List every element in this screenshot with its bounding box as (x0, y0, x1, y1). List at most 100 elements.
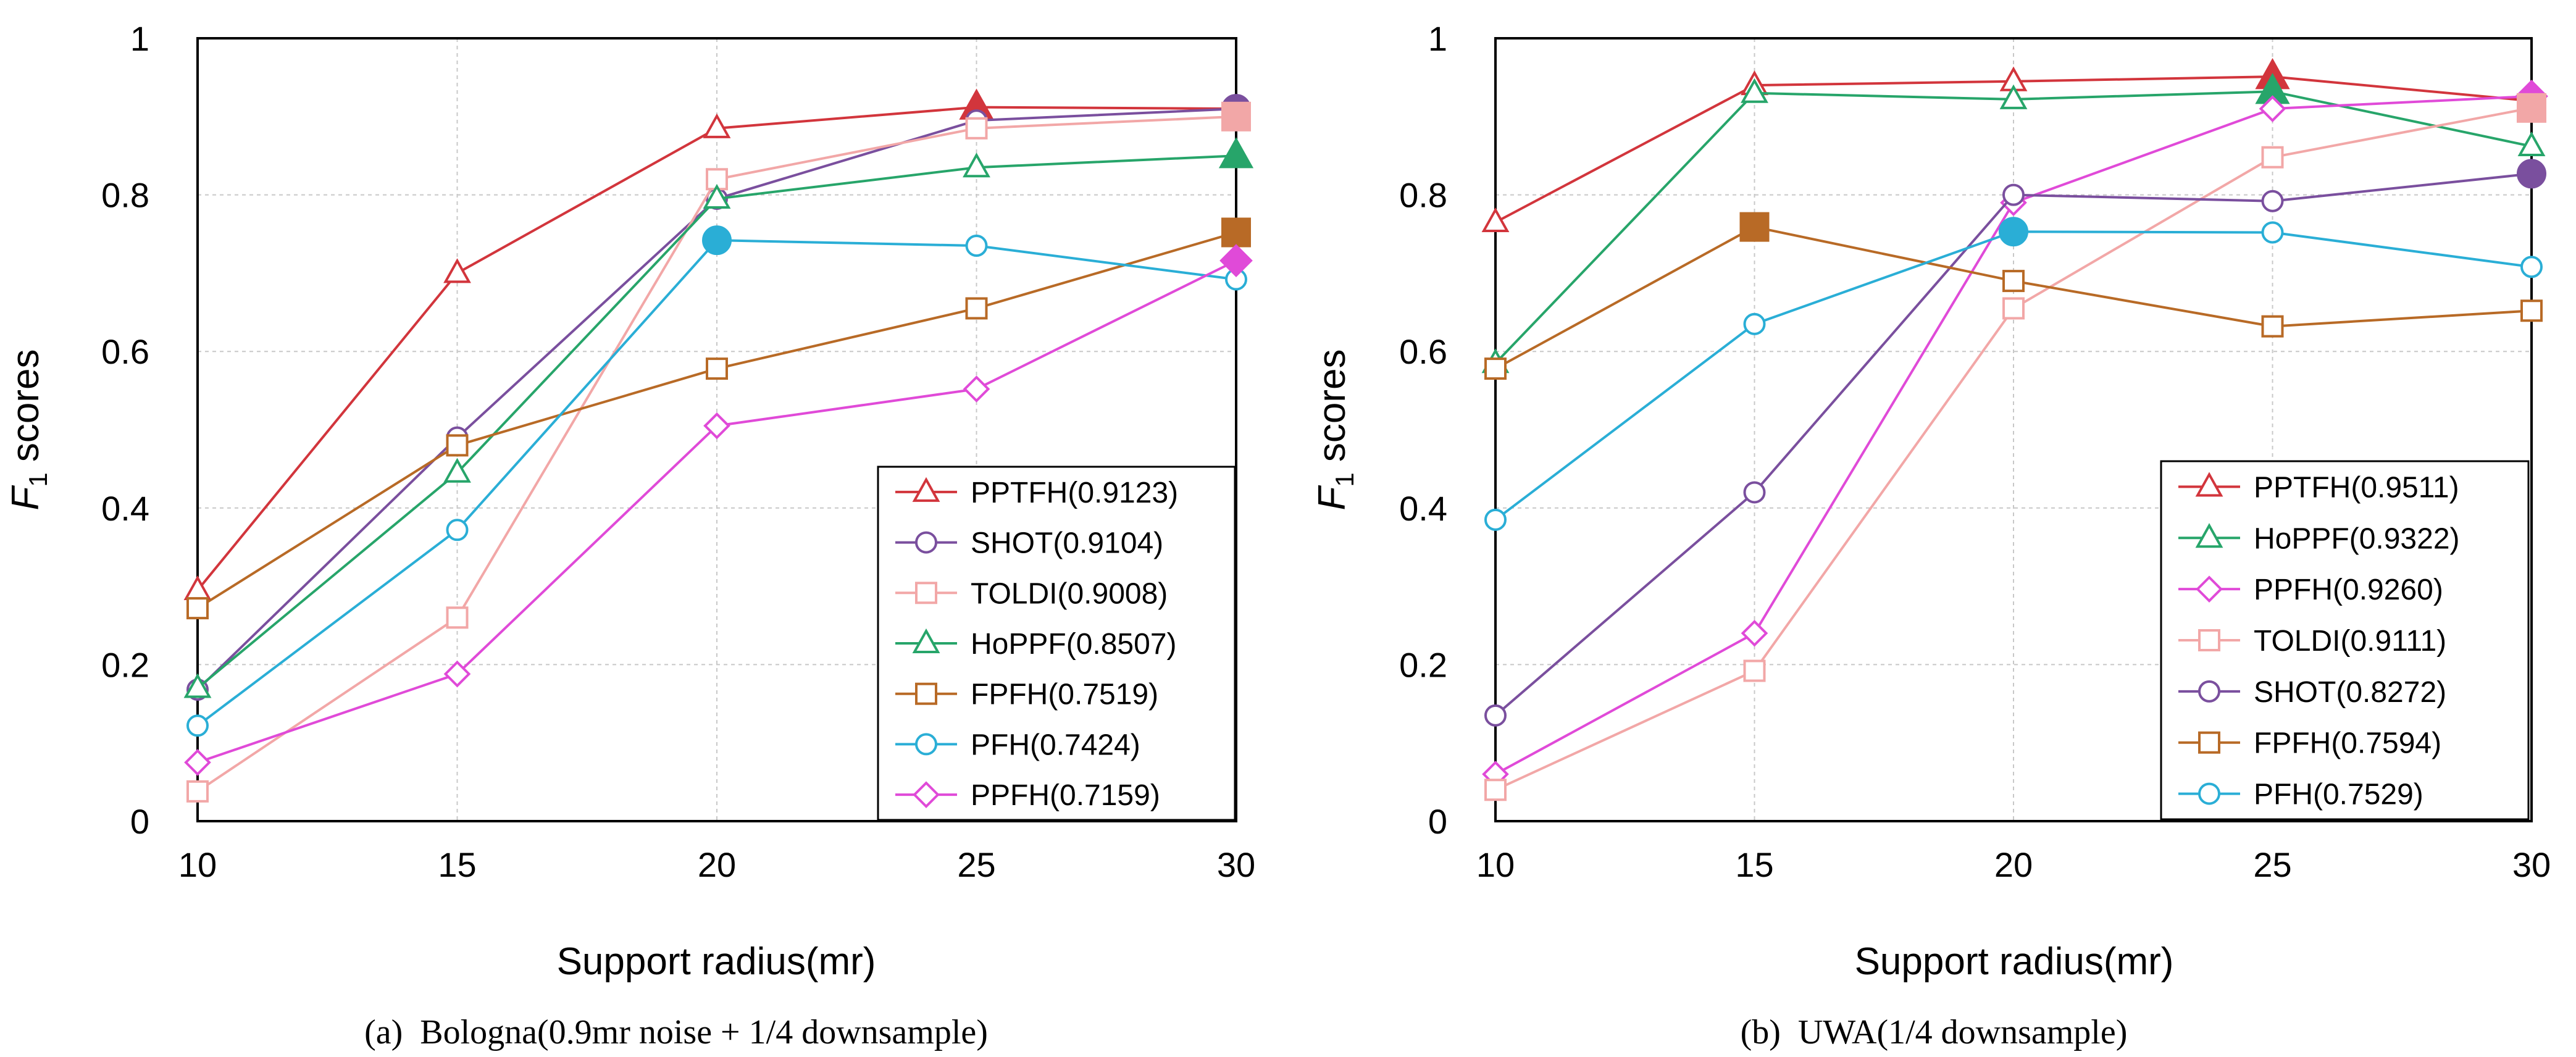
legend-label-fpfh: FPFH(0.7594) (2254, 727, 2441, 760)
y-tick-label: 0.6 (1399, 332, 1447, 371)
legend-label-shot: SHOT(0.9104) (971, 527, 1163, 560)
y-tick-label: 1 (1428, 19, 1447, 58)
data-point-ppfh (2259, 95, 2286, 122)
data-point-pfh (2520, 256, 2543, 278)
data-point-fpfh (1739, 212, 1770, 242)
plot-frame (1494, 37, 2533, 822)
x-tick-label: 20 (1994, 845, 2033, 884)
y-tick-label: 0.2 (101, 645, 149, 684)
x-tick-label: 15 (1735, 845, 1773, 884)
data-point-fpfh (965, 297, 988, 320)
y-axis-label-text: scores (1311, 349, 1353, 472)
legend-label-hoppf: HoPPF(0.9322) (2254, 522, 2460, 555)
data-point-ppfh (1219, 244, 1253, 277)
data-point-hoppf (2517, 131, 2546, 156)
legend-label-ppfh: PPFH(0.7159) (971, 779, 1160, 812)
data-point-toldi (446, 606, 469, 629)
data-point-toldi (1221, 101, 1251, 132)
legend-marker-pfh (915, 733, 937, 756)
data-point-hoppf (1741, 78, 1768, 103)
data-point-shot (2261, 190, 2284, 212)
data-point-toldi (2517, 93, 2546, 123)
data-point-toldi (186, 780, 209, 803)
legend-marker-pfh (2198, 782, 2220, 805)
y-tick-label: 0.6 (101, 332, 149, 371)
legend-label-pptfh: PPTFH(0.9123) (971, 477, 1178, 509)
data-point-ppfh (963, 375, 990, 403)
data-point-pptfh (1481, 207, 1510, 232)
legend-marker-toldi (2198, 629, 2220, 651)
data-point-pptfh (703, 113, 731, 138)
data-point-pfh (2261, 221, 2284, 244)
y-axis-label: F1 scores (4, 349, 52, 510)
data-point-pfh (965, 235, 988, 257)
caption-panel-b: (b) UWA(1/4 downsample) (1741, 1013, 2128, 1051)
data-point-shot (1743, 481, 1766, 504)
data-point-hoppf (963, 152, 990, 178)
x-axis-label: Support radius(mr) (557, 940, 876, 983)
legend: PPTFH(0.9511) HoPPF(0.9322) PPFH(0.9260) TO… (2160, 460, 2530, 821)
legend-marker-ppfh (2196, 575, 2223, 603)
data-point-ppfh (184, 749, 211, 776)
y-tick-label: 0.8 (1399, 176, 1447, 215)
data-point-shot (1484, 704, 1507, 727)
legend-marker-pptfh (912, 477, 940, 502)
series-ppfh (184, 244, 1253, 776)
data-point-fpfh (706, 357, 728, 380)
data-point-ppfh (1741, 619, 1768, 647)
data-point-fpfh (1221, 217, 1251, 248)
x-tick-label: 30 (1217, 845, 1255, 884)
data-point-toldi (1743, 659, 1766, 682)
legend-label-pfh: PFH(0.7424) (971, 729, 1140, 761)
series-fpfh (186, 217, 1251, 620)
legend-marker-fpfh (915, 682, 937, 705)
data-point-hoppf (703, 183, 731, 209)
x-tick-label: 20 (698, 845, 736, 884)
legend-label-pptfh: PPTFH(0.9511) (2254, 471, 2459, 504)
data-point-pfh (702, 225, 732, 256)
data-point-toldi (2261, 146, 2284, 169)
series-hoppf (183, 137, 1254, 698)
x-tick-label: 10 (1476, 845, 1515, 884)
chart-panel-a: 10 15 20 25 30 0 0.2 0.4 0.6 0.8 1 Support radius(m… (4, 19, 1255, 983)
legend-marker-shot (915, 531, 937, 554)
data-point-toldi (965, 117, 988, 140)
data-point-fpfh (1484, 357, 1507, 380)
data-point-fpfh (186, 597, 209, 620)
data-point-pfh (1999, 217, 2028, 247)
legend-label-fpfh: FPFH(0.7519) (971, 679, 1158, 711)
legend-label-shot: SHOT(0.8272) (2254, 676, 2446, 709)
x-tick-label: 15 (438, 845, 476, 884)
series-shot (1484, 159, 2546, 727)
x-tick-label: 10 (178, 845, 217, 884)
data-point-shot (2517, 159, 2546, 189)
data-point-pptfh (443, 258, 471, 283)
series-toldi (1484, 93, 2546, 801)
y-axis-label-sub: 1 (23, 472, 52, 487)
x-tick-label: 25 (957, 845, 995, 884)
y-axis-label: F1 scores (1311, 349, 1359, 510)
data-point-ppfh (703, 412, 730, 440)
legend: PPTFH(0.9123) SHOT(0.9104) TOLDI(0.9008) Ho… (877, 466, 1236, 821)
data-point-toldi (1484, 779, 1507, 801)
data-point-hoppf (443, 457, 471, 483)
y-tick-label: 0.2 (1399, 645, 1447, 684)
series-pfh (186, 225, 1247, 737)
y-tick-label: 0.4 (1399, 489, 1447, 528)
series-pfh (1484, 217, 2543, 531)
x-axis-label: Support radius(mr) (1855, 940, 2174, 983)
data-point-ppfh (443, 660, 471, 688)
legend-marker-hoppf (912, 628, 940, 653)
y-tick-label: 0.8 (101, 176, 149, 215)
caption-panel-a: (a) Bologna(0.9mr noise + 1/4 downsample… (364, 1013, 988, 1051)
data-point-shot (2002, 183, 2025, 206)
legend-marker-ppfh (913, 781, 940, 808)
data-point-fpfh (2002, 270, 2025, 293)
legend-marker-shot (2198, 680, 2220, 703)
data-point-hoppf (1999, 84, 2028, 109)
legend-marker-toldi (915, 582, 937, 604)
y-tick-label: 0 (130, 802, 149, 841)
y-axis-label-text: scores (4, 349, 47, 472)
data-point-hoppf (183, 673, 212, 698)
